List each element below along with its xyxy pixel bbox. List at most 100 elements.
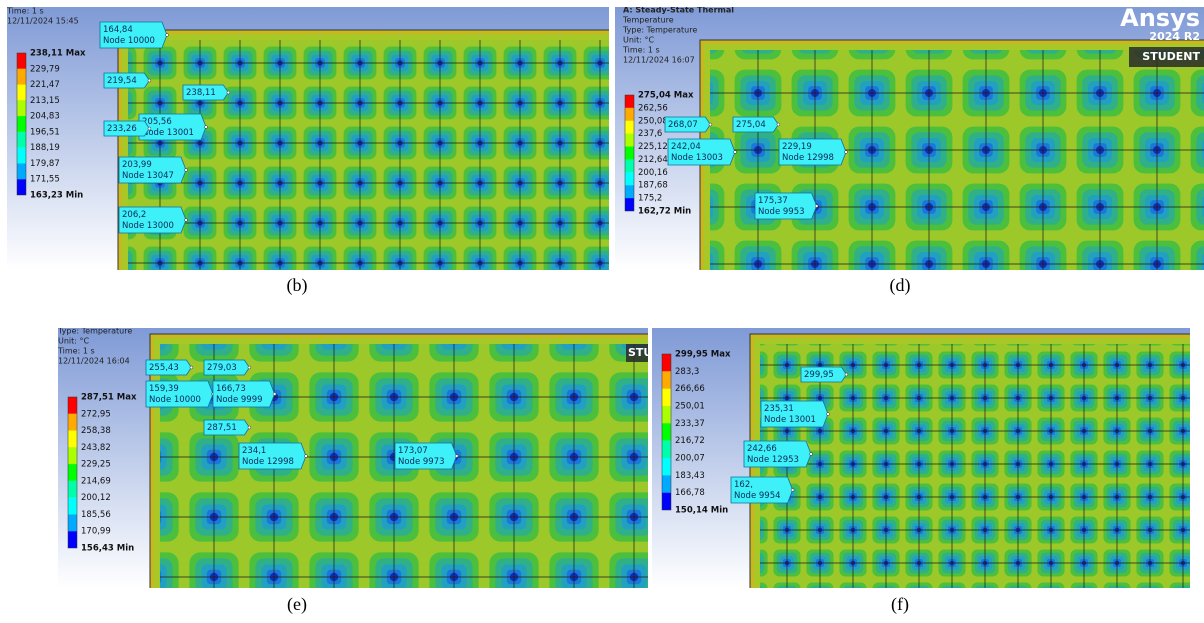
probe-label: 238,11: [186, 88, 216, 98]
probe-label: Node 9953: [758, 207, 805, 217]
legend-label: 185,56: [81, 510, 111, 520]
probe-point: [305, 455, 308, 458]
legend-label: 171,55: [30, 175, 60, 185]
probe-point: [815, 205, 818, 208]
probe-label: 275,04: [736, 120, 766, 130]
legend-label: 183,43: [675, 471, 705, 481]
probe-label: Node 12998: [782, 153, 834, 163]
probe-label: 203,99: [122, 160, 152, 170]
caption: (d): [890, 275, 911, 296]
probe-point: [791, 489, 794, 492]
probe-point: [148, 127, 151, 130]
probe-point: [248, 366, 251, 369]
legend-label: 162,72 Min: [638, 207, 691, 217]
probe-point: [845, 373, 848, 376]
panel: Time: 1 s12/11/2024 15:45 238,11 Max 229,7…: [6, 7, 619, 281]
legend-swatch: [68, 431, 77, 448]
legend-swatch: [662, 475, 671, 492]
legend-label: 243,82: [81, 443, 111, 453]
legend-swatch: [625, 172, 634, 185]
probe-label: 233,26: [107, 124, 137, 134]
mesh-field: [128, 40, 619, 280]
probe-point: [227, 91, 230, 94]
probe-label: 242,66: [747, 444, 777, 454]
header-line: Time: 1 s: [57, 347, 95, 356]
caption: (e): [287, 594, 307, 615]
legend-label: 238,11 Max: [30, 49, 86, 59]
legend-swatch: [17, 85, 26, 101]
legend-label: 170,99: [81, 527, 111, 537]
legend-swatch: [17, 179, 26, 195]
legend-swatch: [662, 406, 671, 423]
logo-text: 2024 R2: [1149, 30, 1200, 43]
legend-swatch: [68, 514, 77, 531]
header-line: Time: 1 s: [6, 7, 44, 16]
probe-label: Node 13001: [764, 415, 816, 425]
legend-swatch: [17, 69, 26, 85]
header-line: Type: Temperature: [57, 327, 132, 336]
legend-swatch: [17, 100, 26, 116]
legend-swatch: [625, 147, 634, 160]
legend-swatch: [17, 132, 26, 148]
legend-swatch: [625, 185, 634, 198]
caption: (b): [287, 275, 308, 296]
legend-swatch: [68, 531, 77, 548]
legend-label: 229,79: [30, 64, 60, 74]
probe-point: [709, 123, 712, 126]
legend-label: 287,51 Max: [81, 393, 137, 403]
legend-label: 200,07: [675, 454, 705, 464]
legend-label: 275,04 Max: [638, 91, 694, 101]
legend-label: 213,15: [30, 96, 60, 106]
legend-swatch: [625, 134, 634, 147]
probe-label: Node 9954: [734, 491, 781, 501]
legend-label: 156,43 Min: [81, 544, 134, 554]
legend-swatch: [17, 163, 26, 179]
probe-label: 235,31: [764, 404, 794, 414]
header-line: 12/11/2024 15:45: [7, 17, 79, 26]
probe-label: Node 13000: [122, 221, 174, 231]
probe-label: 162,: [734, 480, 753, 490]
header-line: Unit: °C: [623, 36, 655, 45]
logo-text: STUDENT: [1142, 50, 1200, 63]
header-line: Time: 1 s: [622, 46, 660, 55]
probe-point: [455, 455, 458, 458]
legend-label: 163,23 Min: [30, 191, 83, 201]
probe-label: Node 12998: [242, 457, 294, 467]
legend-swatch: [68, 498, 77, 515]
legend-label: 216,72: [675, 436, 705, 446]
legend-swatch: [17, 116, 26, 132]
logo-text: Ansys: [1120, 4, 1200, 32]
legend-swatch: [68, 464, 77, 481]
legend-swatch: [68, 397, 77, 414]
probe-label: 242,04: [671, 142, 701, 152]
legend-swatch: [662, 354, 671, 371]
legend-label: 179,87: [30, 159, 60, 169]
legend-label: 175,2: [638, 194, 662, 204]
header-line: Temperature: [622, 16, 674, 25]
legend-label: 258,38: [81, 426, 111, 436]
legend-swatch: [662, 441, 671, 458]
legend-swatch: [68, 447, 77, 464]
legend-label: 233,37: [675, 419, 705, 429]
legend-label: 221,47: [30, 80, 60, 90]
header-line: 12/11/2024 16:07: [623, 56, 695, 65]
legend-label: 262,56: [638, 103, 668, 113]
caption: (f): [891, 594, 909, 615]
legend-swatch: [17, 148, 26, 164]
probe-label: 268,07: [668, 120, 698, 130]
legend-label: 266,66: [675, 384, 705, 394]
header-line: Type: Temperature: [622, 26, 697, 35]
header-line: Unit: °C: [58, 337, 90, 346]
probe-point: [248, 426, 251, 429]
header-line: A: Steady-State Thermal: [623, 6, 734, 15]
probe-point: [777, 123, 780, 126]
legend-swatch: [17, 53, 26, 69]
probe-label: 279,03: [207, 363, 237, 373]
probe-label: 159,39: [149, 384, 179, 394]
probe-point: [205, 126, 208, 129]
legend-label: 283,3: [675, 367, 699, 377]
legend-swatch: [662, 423, 671, 440]
probe-label: 166,73: [216, 384, 246, 394]
legend-swatch: [662, 493, 671, 510]
legend-label: 214,69: [81, 476, 111, 486]
